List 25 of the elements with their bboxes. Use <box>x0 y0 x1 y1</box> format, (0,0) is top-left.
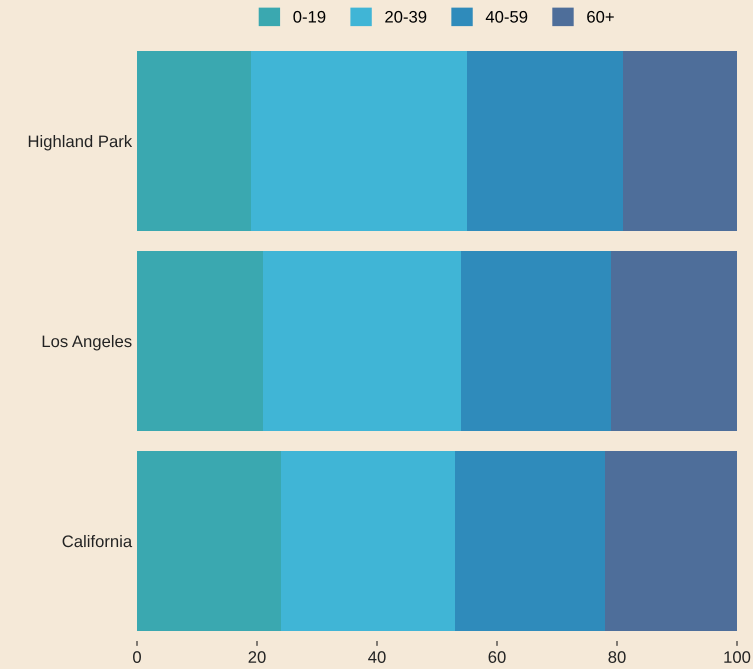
legend-label: 0-19 <box>293 10 326 23</box>
bar <box>263 251 461 431</box>
y-tick-label: California <box>62 534 132 548</box>
bar <box>137 251 263 431</box>
x-tick-label: 0 <box>133 651 141 663</box>
x-tick-label: 100 <box>724 651 750 663</box>
bar <box>251 51 467 231</box>
legend-label: 40-59 <box>486 10 528 23</box>
bar <box>281 451 455 631</box>
x-tick-label: 40 <box>368 651 386 663</box>
bar <box>623 51 737 231</box>
x-tick-label: 60 <box>488 651 506 663</box>
bar <box>137 51 251 231</box>
bar <box>605 451 737 631</box>
bar <box>611 251 737 431</box>
legend-label: 60+ <box>587 10 614 23</box>
y-tick-label: Los Angeles <box>42 334 132 350</box>
bar <box>137 451 281 631</box>
bar <box>461 251 611 431</box>
x-tick-label: 20 <box>248 651 266 663</box>
x-tick-label: 80 <box>608 651 626 663</box>
bar <box>467 51 623 231</box>
legend-label: 20-39 <box>385 10 426 23</box>
y-tick-label: Highland Park <box>28 134 132 150</box>
bar <box>455 451 605 631</box>
